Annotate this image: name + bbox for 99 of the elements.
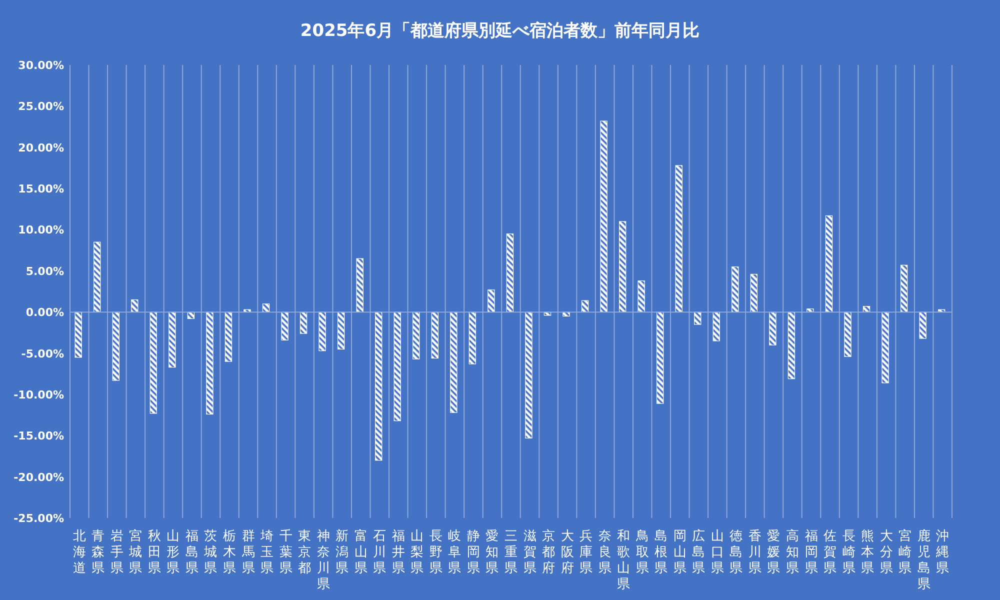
x-tick-label: 宮崎県 xyxy=(898,528,912,576)
y-tick-label: 5.00% xyxy=(26,264,64,278)
x-tick-label: 滋賀県 xyxy=(523,529,536,576)
x-tick-label: 富山県 xyxy=(354,528,368,576)
y-tick-label: 25.00% xyxy=(18,100,64,114)
x-tick-label: 新潟県 xyxy=(336,529,349,576)
y-tick-label: -15.00% xyxy=(14,430,64,443)
x-tick-label: 熊本県 xyxy=(861,529,874,576)
x-tick-label: 東京都 xyxy=(298,529,312,576)
bar xyxy=(769,312,776,346)
x-tick-label: 京都府 xyxy=(542,529,556,576)
bar xyxy=(581,300,589,312)
bar xyxy=(337,312,345,350)
y-tick-label: -20.00% xyxy=(14,470,64,484)
bar xyxy=(300,312,308,334)
x-tick-label: 岡山県 xyxy=(673,529,686,576)
y-tick-label: -5.00% xyxy=(21,347,64,360)
x-tick-label: 福島県 xyxy=(185,529,198,576)
bar xyxy=(94,242,101,312)
x-tick-label: 和歌山県 xyxy=(617,529,630,592)
bar xyxy=(919,312,926,339)
x-tick-label: 群馬県 xyxy=(240,529,255,576)
bar xyxy=(694,312,702,325)
bar xyxy=(150,312,157,414)
chart-title: 2025年6月「都道府県別延べ宿泊者数」前年同月比 xyxy=(300,21,700,41)
x-tick-label: 大阪府 xyxy=(560,529,574,576)
x-tick-label: 岩手県 xyxy=(110,529,124,576)
y-tick-label: -25.00% xyxy=(14,512,64,525)
x-tick-label: 高知県 xyxy=(786,528,799,576)
x-tick-label: 鳥取県 xyxy=(634,529,649,576)
bar xyxy=(356,258,364,312)
bar xyxy=(394,312,401,422)
x-tick-label: 青森県 xyxy=(92,529,105,576)
x-tick-label: 長野県 xyxy=(429,529,442,576)
x-tick-label: 大分県 xyxy=(880,529,893,576)
x-tick-label: 香川県 xyxy=(748,529,762,576)
bar xyxy=(318,312,326,352)
x-tick-label: 静岡県 xyxy=(466,529,480,576)
bar xyxy=(656,312,664,404)
bar xyxy=(412,312,420,360)
bar xyxy=(675,165,682,312)
x-tick-label: 岐阜県 xyxy=(448,529,462,576)
bar xyxy=(450,312,458,413)
bar xyxy=(618,221,626,312)
x-tick-label: 広島県 xyxy=(692,528,706,576)
x-tick-label: 徳島県 xyxy=(730,529,743,576)
bar xyxy=(882,312,889,384)
bar xyxy=(600,120,608,312)
x-tick-label: 千葉県 xyxy=(279,529,292,576)
bar xyxy=(506,234,514,312)
bar xyxy=(112,312,120,381)
bar xyxy=(168,312,176,368)
x-tick-label: 秋田県 xyxy=(148,529,161,576)
bar xyxy=(206,312,214,415)
x-tick-label: 島根県 xyxy=(654,529,668,576)
bar xyxy=(468,312,476,364)
x-tick-label: 北海道 xyxy=(72,529,86,576)
bar xyxy=(281,312,288,340)
x-tick-label: 兵庫県 xyxy=(580,529,593,576)
x-tick-label: 佐賀県 xyxy=(824,529,837,576)
x-tick-label: 宮城県 xyxy=(128,528,142,576)
x-tick-label: 福井県 xyxy=(392,529,405,576)
bar xyxy=(638,280,645,312)
x-tick-label: 沖縄県 xyxy=(935,529,950,576)
bar xyxy=(74,312,82,358)
bar xyxy=(431,312,438,359)
bar xyxy=(712,312,720,342)
bar xyxy=(131,299,138,312)
bar xyxy=(788,312,796,380)
x-tick-label: 石川県 xyxy=(373,529,386,576)
x-tick-label: 山口県 xyxy=(710,529,724,576)
y-tick-label: 0.00% xyxy=(26,306,64,320)
x-tick-label: 愛知県 xyxy=(486,529,499,576)
y-tick-label: 30.00% xyxy=(18,59,64,72)
x-tick-label: 鹿児島県 xyxy=(917,529,930,592)
bar xyxy=(732,266,739,312)
x-tick-label: 茨城県 xyxy=(203,529,218,576)
x-tick-label: 長崎県 xyxy=(842,529,856,576)
x-tick-label: 奈良県 xyxy=(598,529,612,576)
x-tick-label: 神奈川県 xyxy=(316,529,330,592)
x-tick-label: 埼玉県 xyxy=(260,529,274,576)
bar xyxy=(750,274,758,312)
x-tick-label: 山形県 xyxy=(166,529,180,576)
x-tick-label: 栃木県 xyxy=(223,529,236,576)
x-tick-label: 三重県 xyxy=(504,529,518,576)
x-tick-label: 愛媛県 xyxy=(767,529,780,576)
bar xyxy=(224,312,232,362)
x-tick-label: 福岡県 xyxy=(804,529,818,576)
x-tick-label: 山梨県 xyxy=(410,529,424,576)
bar xyxy=(900,264,908,312)
bar xyxy=(844,312,852,357)
y-tick-label: 10.00% xyxy=(18,224,64,237)
bar xyxy=(525,312,532,438)
bar xyxy=(825,215,833,312)
y-tick-label: 20.00% xyxy=(18,141,64,154)
y-tick-label: -10.00% xyxy=(14,388,64,402)
y-tick-label: 15.00% xyxy=(18,182,64,196)
bar xyxy=(488,290,495,312)
bar xyxy=(375,312,382,461)
